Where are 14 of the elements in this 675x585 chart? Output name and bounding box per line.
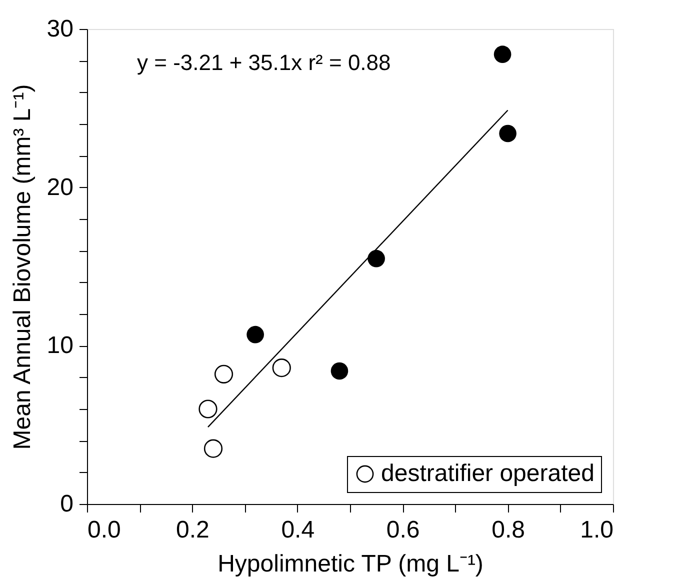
y-tick-label: 30 <box>46 16 74 42</box>
y-tick-label: 0 <box>60 490 74 518</box>
y-tick-label: 20 <box>46 174 74 201</box>
x-axis-title: Hypolimnetic TP (mg L⁻¹) <box>218 550 484 578</box>
x-tick-label: 0.4 <box>281 516 315 544</box>
y-axis-title: Mean Annual Biovolume (mm³ L⁻¹) <box>8 84 36 450</box>
x-tick-label: 1.0 <box>580 516 614 544</box>
x-tick-label: 0.6 <box>386 516 420 544</box>
annotation: y = -3.21 + 35.1x r² = 0.88 <box>137 50 391 75</box>
x-tick-label: 0.2 <box>176 516 210 544</box>
x-tick-label: 0.8 <box>492 516 525 544</box>
x-tick-label: 0.0 <box>88 516 121 544</box>
y-tick-label: 10 <box>46 332 74 360</box>
legend-label: destratifier operated <box>381 460 594 487</box>
